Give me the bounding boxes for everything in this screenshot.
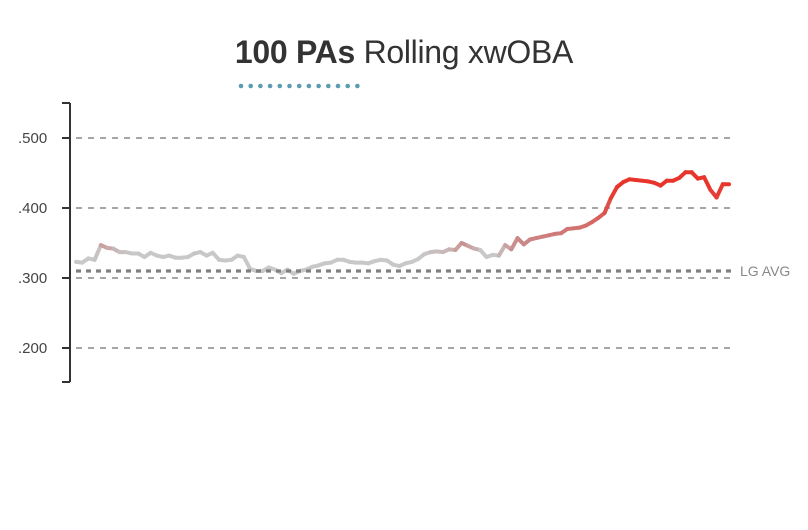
title-dotted-underline (238, 83, 360, 89)
grid-layer (76, 137, 736, 349)
y-axis: .500 .400 .300 .200 (18, 102, 71, 383)
y-tick-label: .200 (18, 340, 47, 357)
underline-dot (248, 83, 253, 89)
series-segment (702, 175, 713, 192)
underline-dot (258, 83, 263, 89)
chart-title-bold: 100 PAs (234, 34, 355, 70)
series-segment (714, 182, 725, 200)
chart-title: 100 PAs Rolling xwOBA (0, 34, 808, 71)
underline-dot (355, 83, 360, 89)
series-segment (608, 185, 620, 201)
series-segment (496, 243, 508, 258)
underline-dot (238, 83, 244, 89)
y-tick-label: .400 (18, 200, 47, 217)
series-segment (509, 236, 520, 252)
series-segment (241, 255, 253, 271)
league-average-layer: LG AVG (76, 263, 790, 279)
series-segment (92, 243, 103, 262)
underline-dot (335, 83, 341, 89)
chart-title-regular: Rolling xwOBA (363, 34, 574, 70)
series-segment (602, 196, 613, 215)
underline-dot (287, 83, 292, 89)
underline-dot (267, 83, 273, 89)
underline-dot (316, 83, 321, 89)
underline-dot (345, 83, 350, 89)
series-line (74, 170, 731, 276)
y-tick-label: .300 (18, 270, 47, 287)
underline-dot (326, 83, 331, 89)
y-tick-label: .500 (18, 130, 47, 147)
underline-dot (296, 83, 302, 89)
league-average-label: LG AVG (740, 263, 790, 279)
underline-dot (306, 83, 312, 89)
underline-dot (277, 83, 283, 89)
